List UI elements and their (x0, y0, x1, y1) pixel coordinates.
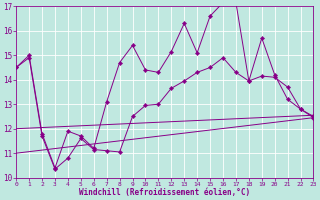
X-axis label: Windchill (Refroidissement éolien,°C): Windchill (Refroidissement éolien,°C) (79, 188, 250, 197)
